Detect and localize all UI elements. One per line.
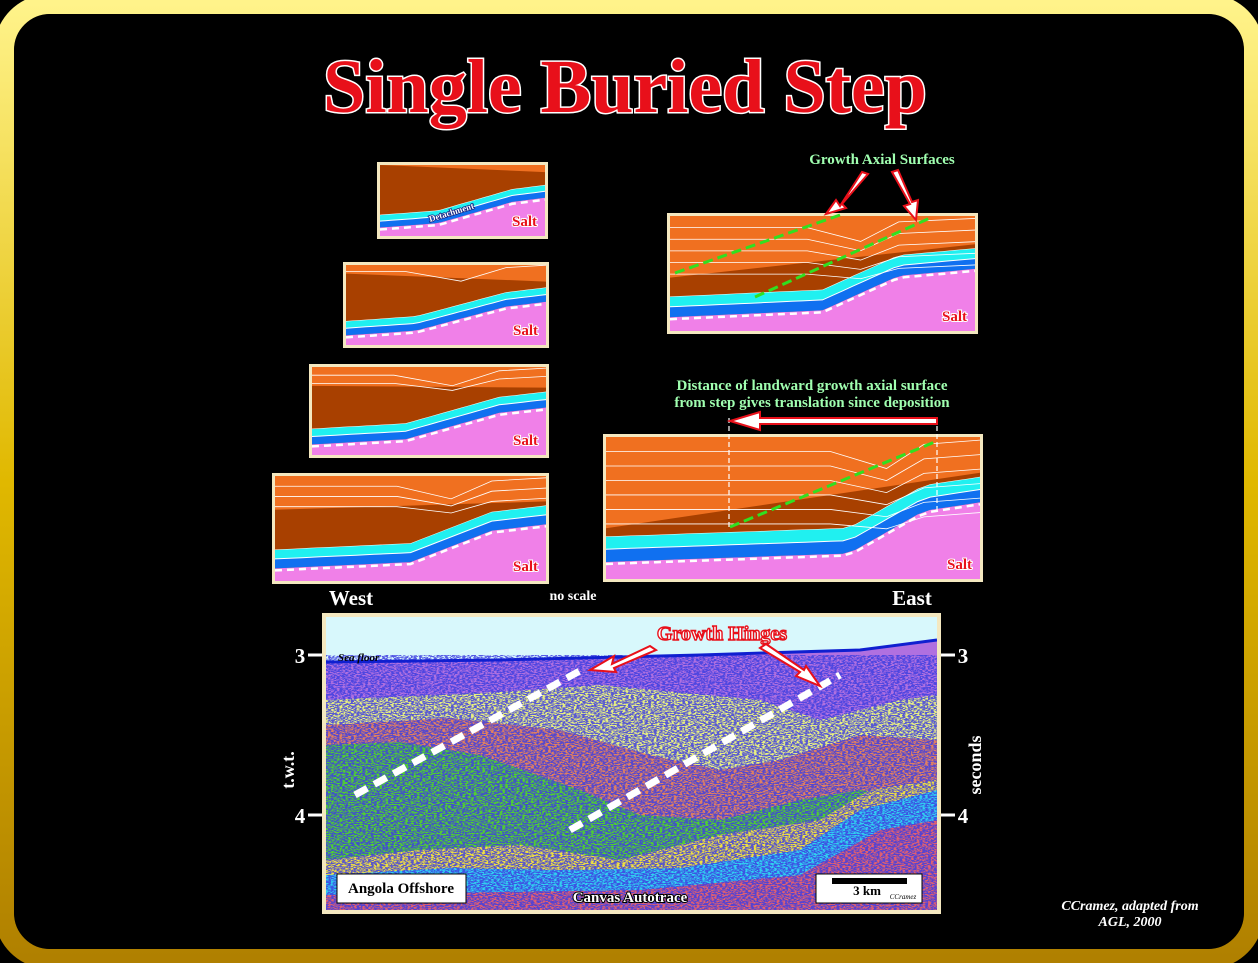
growth-axial-surface bbox=[729, 439, 938, 529]
tick-label-left-3: 3 bbox=[295, 644, 306, 668]
brown-layer bbox=[670, 244, 975, 297]
arrow-icon bbox=[823, 170, 870, 216]
location-box bbox=[336, 873, 467, 904]
arrow-icon bbox=[890, 168, 920, 223]
brown-layer bbox=[346, 273, 546, 321]
growth-hinge-line-basinward bbox=[568, 671, 842, 834]
cross-section-panel: Salt bbox=[343, 262, 549, 348]
detachment-line bbox=[669, 269, 976, 321]
brown-layer bbox=[275, 501, 546, 550]
detachment-line bbox=[605, 503, 981, 566]
salt-label: Salt bbox=[947, 557, 972, 573]
left-axis-label: t.w.t. bbox=[278, 751, 298, 789]
method-label: Canvas Autotrace bbox=[573, 890, 688, 906]
salt-layer bbox=[606, 502, 980, 579]
cross-section-panel: Salt bbox=[272, 473, 549, 584]
cyan-layer bbox=[312, 391, 546, 437]
tick-label-left-4: 4 bbox=[295, 804, 306, 828]
cross-section-panel: Salt bbox=[603, 434, 983, 582]
tick-label-right-3: 3 bbox=[958, 644, 969, 668]
arrow-icon bbox=[586, 644, 659, 674]
detachment-line bbox=[311, 408, 547, 448]
translation-arrow-icon bbox=[726, 410, 938, 432]
tick-label-right-4: 4 bbox=[958, 804, 969, 828]
detachment-line bbox=[274, 525, 547, 572]
cyan-layer bbox=[275, 505, 546, 559]
cross-section-panel: Salt bbox=[309, 364, 549, 458]
brown-layer bbox=[312, 385, 546, 429]
no-scale-label: no scale bbox=[549, 589, 596, 604]
salt-layer bbox=[312, 407, 546, 455]
detachment-line bbox=[345, 302, 547, 339]
west-label: West bbox=[329, 586, 373, 610]
distance-note-line2: from step gives translation since deposi… bbox=[674, 395, 950, 411]
cyan-layer bbox=[670, 248, 975, 307]
distance-note-line1: Distance of landward growth axial surfac… bbox=[677, 378, 948, 394]
brown-layer bbox=[606, 472, 980, 537]
page-title: Single Buried Step bbox=[323, 45, 927, 129]
cyan-layer bbox=[606, 476, 980, 550]
scale-bar-label: 3 km bbox=[853, 883, 881, 898]
credit-line1: CCramez, adapted from bbox=[1061, 899, 1198, 914]
growth-axial-surfaces-label: Growth Axial Surfaces bbox=[809, 152, 955, 168]
growth-axial-surface bbox=[754, 216, 931, 299]
scale-credit: CCramez bbox=[890, 893, 917, 901]
arrow-icon bbox=[758, 642, 823, 689]
growth-hinges-label: Growth Hinges bbox=[657, 623, 787, 645]
right-axis-label: seconds bbox=[965, 735, 985, 794]
blue-layer bbox=[275, 514, 546, 569]
salt-label: Salt bbox=[512, 214, 537, 230]
salt-label: Salt bbox=[513, 433, 538, 449]
sea-floor-label: Sea floor bbox=[338, 652, 380, 664]
credit-line2: AGL, 2000 bbox=[1098, 915, 1162, 930]
salt-label: Salt bbox=[513, 559, 538, 575]
brown-layer bbox=[380, 165, 545, 215]
salt-label: Salt bbox=[942, 309, 967, 325]
cross-section-panel: Salt bbox=[667, 213, 978, 334]
location-label: Angola Offshore bbox=[348, 881, 454, 897]
sea-floor-reflector bbox=[326, 638, 937, 664]
detachment-line bbox=[379, 198, 546, 231]
scale-bar bbox=[832, 878, 907, 884]
salt-label: Salt bbox=[513, 323, 538, 339]
blue-layer bbox=[670, 258, 975, 318]
east-label: East bbox=[892, 586, 932, 610]
blue-layer bbox=[606, 489, 980, 562]
